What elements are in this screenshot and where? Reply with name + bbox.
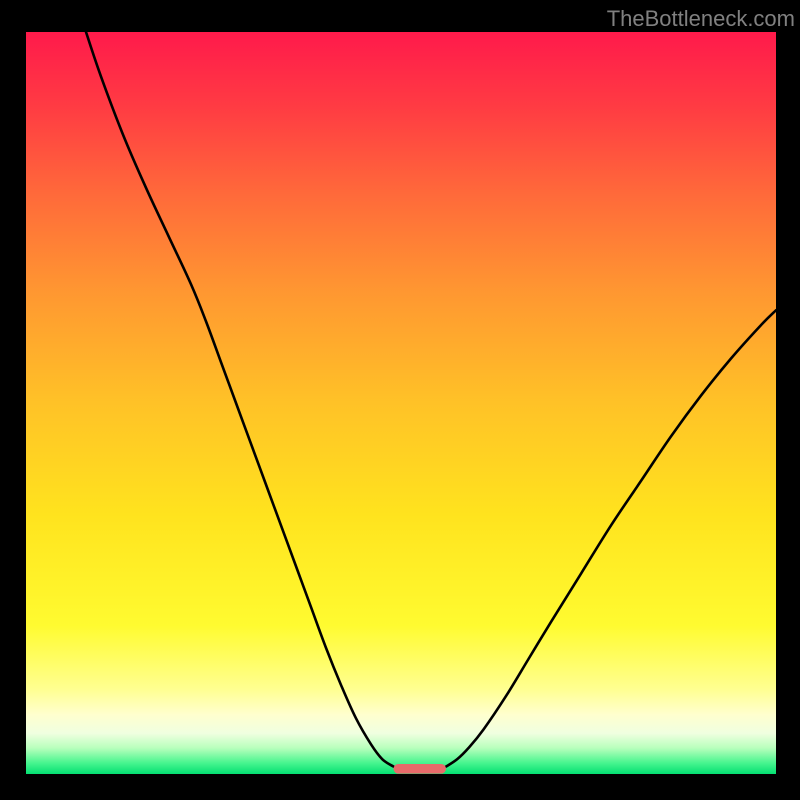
gradient-background — [26, 32, 776, 774]
plot-svg — [26, 32, 776, 774]
plot-area — [26, 32, 776, 774]
chart-frame: TheBottleneck.com — [0, 0, 800, 800]
bottleneck-marker — [394, 764, 447, 774]
attribution-label: TheBottleneck.com — [607, 6, 795, 32]
